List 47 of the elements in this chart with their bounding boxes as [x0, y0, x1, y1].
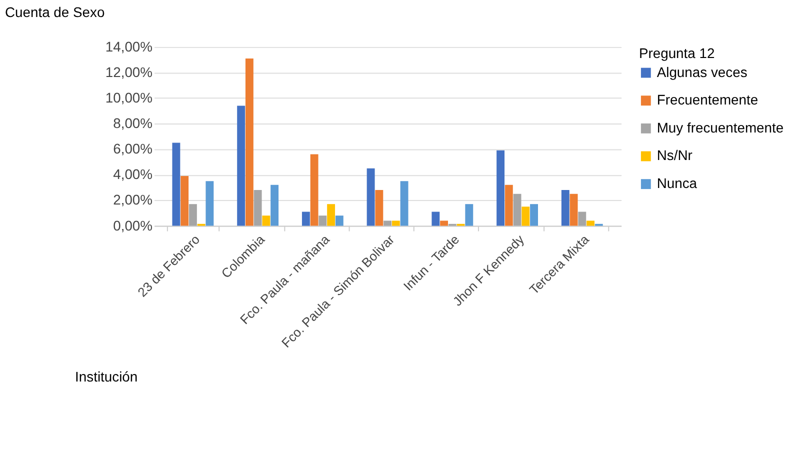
- bar: [384, 220, 392, 226]
- legend-label: Algunas veces: [656, 64, 748, 80]
- legend-label: Muy frecuentemente: [656, 119, 784, 136]
- bar: [262, 216, 270, 226]
- bar: [335, 216, 344, 226]
- x-axis-title: Institución: [75, 368, 138, 384]
- bar: [375, 190, 384, 226]
- bar: [570, 194, 578, 226]
- bar: [237, 106, 246, 226]
- bar: [513, 194, 522, 226]
- bar: [327, 204, 336, 226]
- bar: [465, 204, 474, 226]
- bar: [318, 216, 327, 226]
- bar: [530, 204, 538, 226]
- legend-label: Ns/Nr: [656, 147, 693, 164]
- y-tick-label: 8,00%: [113, 115, 153, 132]
- bar: [496, 150, 505, 226]
- bar: [392, 220, 400, 226]
- bar: [432, 212, 440, 226]
- bar: [206, 181, 214, 226]
- y-tick-label: 6,00%: [113, 140, 153, 157]
- bar: [245, 58, 254, 226]
- bar: [522, 206, 530, 226]
- y-tick-label: 0,00%: [113, 217, 153, 234]
- y-tick-label: 2,00%: [113, 192, 153, 208]
- legend-title: Pregunta 12: [638, 44, 715, 61]
- y-tick-label: 4,00%: [113, 166, 153, 182]
- bar: [440, 220, 448, 226]
- bar: [254, 190, 262, 226]
- bar: [310, 154, 318, 226]
- bar: [578, 212, 586, 226]
- legend-label: Nunca: [656, 175, 698, 192]
- bar: [504, 184, 513, 226]
- bar: [270, 184, 279, 226]
- bar: [180, 176, 189, 226]
- bar: [366, 168, 375, 226]
- bar: [302, 212, 310, 226]
- chart-title: Cuenta de Sexo: [4, 4, 105, 20]
- bar: [561, 190, 570, 226]
- bar: [172, 142, 180, 226]
- y-tick-label: 14,00%: [105, 38, 153, 54]
- y-tick-label: 12,00%: [105, 64, 153, 80]
- legend-label: Frecuentemente: [656, 92, 758, 108]
- bar: [188, 204, 197, 226]
- bar: [586, 220, 594, 226]
- y-tick-label: 10,00%: [105, 90, 153, 106]
- bar: [400, 181, 408, 226]
